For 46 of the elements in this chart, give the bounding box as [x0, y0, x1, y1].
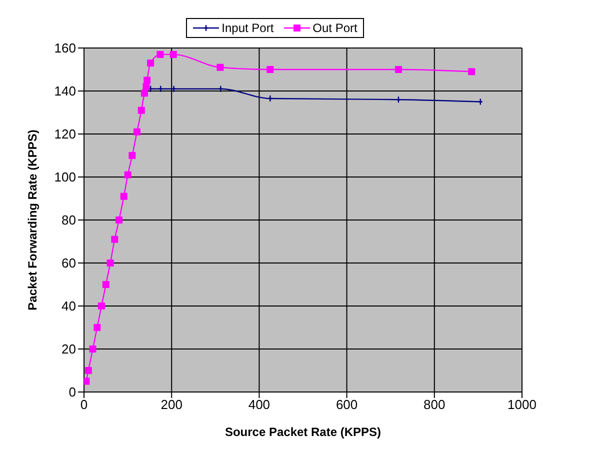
- point: [84, 378, 90, 385]
- y-tick-label: 0: [68, 384, 76, 400]
- point: [170, 50, 177, 58]
- point: [396, 96, 402, 104]
- point: [98, 302, 106, 310]
- point: [171, 85, 176, 92]
- y-tick-label: 40: [62, 298, 76, 314]
- x-tick-label: 1000: [508, 397, 536, 412]
- legend-label: Out Port: [312, 21, 358, 35]
- point: [140, 90, 148, 97]
- y-tick-label: 120: [54, 126, 76, 142]
- point: [128, 152, 136, 159]
- point: [468, 68, 476, 76]
- point: [158, 85, 164, 92]
- point: [84, 367, 92, 374]
- point: [147, 60, 154, 67]
- point: [102, 281, 110, 288]
- x-tick-label: 0: [80, 397, 88, 412]
- point: [156, 50, 164, 58]
- point: [216, 64, 224, 71]
- point: [394, 66, 402, 73]
- x-tick-label: 800: [424, 397, 446, 412]
- point: [124, 171, 132, 178]
- point: [111, 236, 118, 243]
- y-tick-label: 80: [62, 212, 76, 228]
- x-axis-title: Source Packet Rate (KPPS): [224, 425, 382, 439]
- y-tick-label: 20: [62, 342, 76, 357]
- point: [266, 66, 274, 73]
- point: [106, 260, 114, 266]
- x-tick-label: 200: [160, 397, 182, 412]
- point: [89, 346, 96, 352]
- point: [144, 76, 151, 84]
- point: [120, 192, 128, 200]
- x-tick-label: 400: [248, 397, 270, 412]
- point: [218, 85, 224, 92]
- legend-label: Input Port: [222, 21, 274, 35]
- y-tick-label: 60: [62, 256, 76, 271]
- y-axis-title: Packet Forwarding Rate (KPPS): [25, 130, 40, 310]
- y-tick-label: 140: [54, 84, 76, 99]
- y-tick-label: 100: [54, 170, 76, 185]
- point: [138, 106, 145, 114]
- point: [94, 324, 101, 331]
- point: [116, 216, 123, 224]
- point: [134, 128, 140, 136]
- y-tick-label: 160: [54, 40, 76, 56]
- x-tick-label: 600: [336, 397, 358, 412]
